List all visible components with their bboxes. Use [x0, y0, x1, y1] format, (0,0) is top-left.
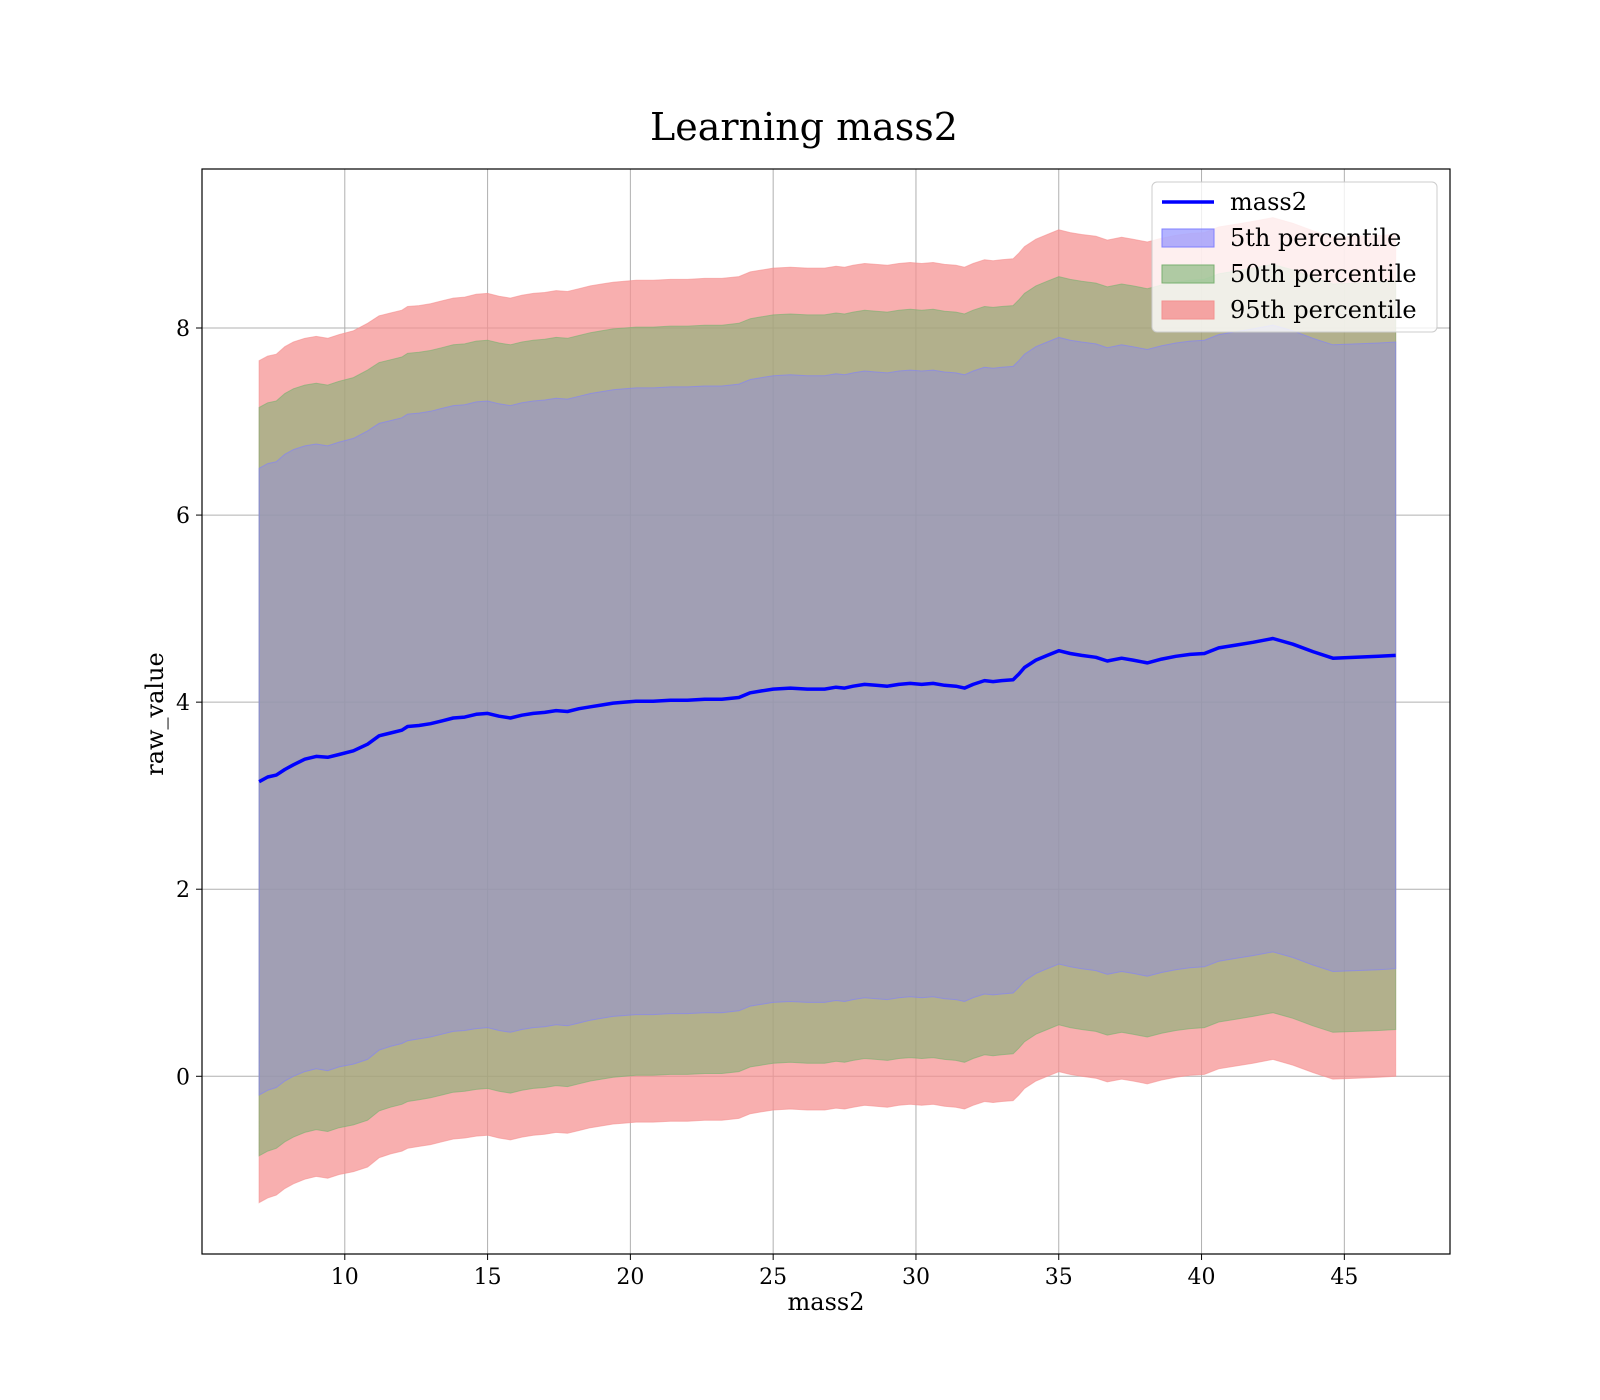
x-tick-label: 35 — [1045, 1265, 1073, 1290]
y-tick-label: 2 — [176, 878, 190, 903]
y-tick-label: 8 — [176, 317, 190, 342]
x-tick-label: 30 — [902, 1265, 930, 1290]
legend-swatch-patch — [1161, 300, 1215, 320]
legend-box — [1151, 181, 1438, 333]
50th-percentile-band — [258, 263, 1397, 1157]
plot-frame — [201, 168, 1451, 1255]
mass2-line — [258, 636, 1396, 784]
legend-label: 5th percentile — [1230, 224, 1401, 252]
y-tick-label: 4 — [176, 691, 190, 716]
y-tick-label: 0 — [176, 1065, 190, 1090]
legend-swatch-patch — [1161, 228, 1215, 248]
axis-ticks: 10 15 20 25 30 35 40 45 0 2 4 6 8 — [176, 317, 1358, 1290]
legend-swatch-patch — [1161, 264, 1215, 284]
percentile-bands — [258, 217, 1397, 1204]
x-tick-label: 20 — [616, 1265, 644, 1290]
y-axis-label: raw_value — [141, 652, 169, 776]
x-tick-label: 25 — [759, 1265, 787, 1290]
legend: mass2 5th percentile 50th percentile 95th p… — [1151, 181, 1438, 333]
x-axis-label: mass2 — [788, 1288, 865, 1316]
legend-label: mass2 — [1230, 188, 1307, 216]
x-tick-label: 45 — [1330, 1265, 1358, 1290]
legend-label: 50th percentile — [1230, 260, 1417, 288]
y-tick-label: 6 — [176, 504, 190, 529]
x-tick-label: 15 — [474, 1265, 502, 1290]
x-tick-label: 10 — [331, 1265, 359, 1290]
mass2-line-layer — [258, 636, 1396, 784]
legend-label: 95th percentile — [1230, 296, 1417, 324]
x-tick-label: 40 — [1188, 1265, 1216, 1290]
chart-title: Learning mass2 — [650, 105, 958, 149]
5th-percentile-band — [258, 324, 1397, 1096]
